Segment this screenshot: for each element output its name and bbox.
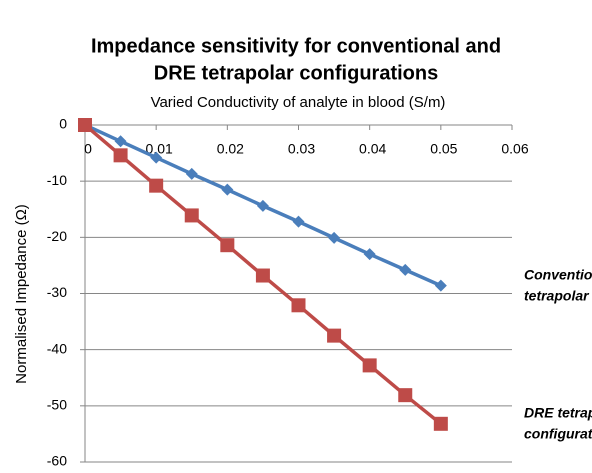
marker	[113, 148, 128, 163]
marker	[256, 199, 269, 212]
marker	[255, 268, 270, 283]
y-tick-label: 0	[59, 116, 67, 132]
marker	[221, 183, 234, 196]
marker	[291, 298, 306, 313]
marker	[362, 358, 377, 373]
annotation: Conventional	[524, 266, 592, 282]
y-tick-label: -30	[47, 284, 67, 300]
x-tick-label: 0	[84, 141, 92, 157]
marker	[434, 279, 447, 292]
marker	[149, 178, 164, 193]
marker	[220, 238, 235, 253]
annotation: DRE tetrapolar	[524, 405, 592, 421]
chart-title: Impedance sensitivity for conventional a…	[91, 35, 501, 57]
y-tick-label: -40	[47, 340, 67, 356]
y-tick-label: -10	[47, 172, 67, 188]
marker	[78, 118, 92, 132]
annotation: configuration	[524, 426, 592, 442]
chart-title: DRE tetrapolar configurations	[154, 62, 438, 84]
marker	[399, 263, 412, 276]
x-tick-label: 0.01	[146, 141, 173, 157]
marker	[363, 248, 376, 261]
marker	[328, 231, 341, 244]
marker	[398, 388, 413, 403]
marker	[185, 167, 198, 180]
y-tick-label: -60	[47, 453, 67, 469]
y-tick-label: -20	[47, 228, 67, 244]
x-axis-title: Varied Conductivity of analyte in blood …	[151, 94, 446, 111]
marker	[150, 151, 163, 164]
x-tick-label: 0.03	[288, 141, 315, 157]
y-axis-title: Normalised Impedance (Ω)	[13, 204, 30, 384]
marker	[184, 208, 199, 223]
marker	[327, 328, 342, 343]
marker	[114, 135, 127, 148]
x-tick-label: 0.02	[217, 141, 244, 157]
x-tick-label: 0.04	[359, 141, 386, 157]
annotation: tetrapolar config.	[524, 287, 592, 303]
marker	[433, 416, 448, 431]
x-tick-label: 0.05	[430, 141, 457, 157]
marker	[292, 215, 305, 228]
y-tick-label: -50	[47, 397, 67, 413]
x-tick-label: 0.06	[501, 141, 528, 157]
